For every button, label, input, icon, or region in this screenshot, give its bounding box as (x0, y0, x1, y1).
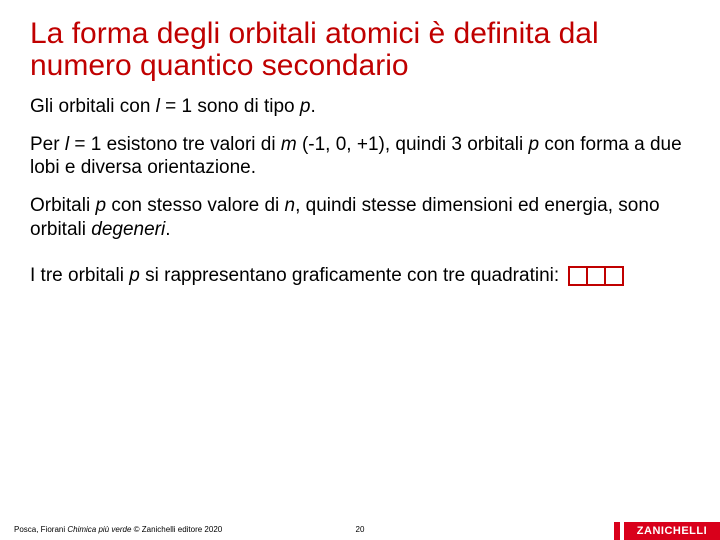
variable-p: p (529, 134, 540, 155)
variable-p: p (129, 265, 140, 286)
footer-copyright: © Zanichelli editore 2020 (131, 525, 222, 534)
paragraph-3: Orbitali p con stesso valore di n, quind… (30, 194, 690, 242)
variable-p: p (95, 195, 106, 216)
variable-p: p (300, 96, 311, 117)
paragraph-2: Per l = 1 esistono tre valori di m (-1, … (30, 133, 690, 181)
text: = 1 esistono tre valori di (69, 134, 281, 155)
text: si rappresentano graficamente con tre qu… (140, 265, 559, 286)
footer: Posca, Fiorani Chimica più verde © Zanic… (0, 518, 720, 540)
term-degeneri: degeneri (91, 219, 165, 240)
zanichelli-logo: ZANICHELLI (624, 522, 720, 540)
page-number: 20 (356, 525, 365, 534)
footer-book-title: Chimica più verde (67, 525, 131, 534)
text: Gli orbitali con (30, 96, 156, 117)
orbital-square (604, 266, 624, 286)
orbital-squares (568, 266, 624, 286)
paragraph-4: I tre orbitali p si rappresentano grafic… (30, 264, 690, 288)
text: (-1, 0, +1), quindi 3 orbitali (297, 134, 529, 155)
text: . (165, 219, 170, 240)
footer-authors: Posca, Fiorani (14, 525, 67, 534)
slide-title: La forma degli orbitali atomici è defini… (30, 18, 690, 83)
text: Per (30, 134, 65, 155)
variable-m: m (281, 134, 297, 155)
slide: La forma degli orbitali atomici è defini… (0, 0, 720, 540)
variable-n: n (285, 195, 296, 216)
text: . (310, 96, 315, 117)
text: Orbitali (30, 195, 95, 216)
footer-branding: ZANICHELLI (614, 522, 720, 540)
footer-citation: Posca, Fiorani Chimica più verde © Zanic… (14, 525, 222, 534)
orbital-square (586, 266, 606, 286)
text: I tre orbitali (30, 265, 129, 286)
orbital-square (568, 266, 588, 286)
text: con stesso valore di (106, 195, 284, 216)
paragraph-1: Gli orbitali con l = 1 sono di tipo p. (30, 95, 690, 119)
brand-accent-bar (614, 522, 620, 540)
text: = 1 sono di tipo (160, 96, 300, 117)
